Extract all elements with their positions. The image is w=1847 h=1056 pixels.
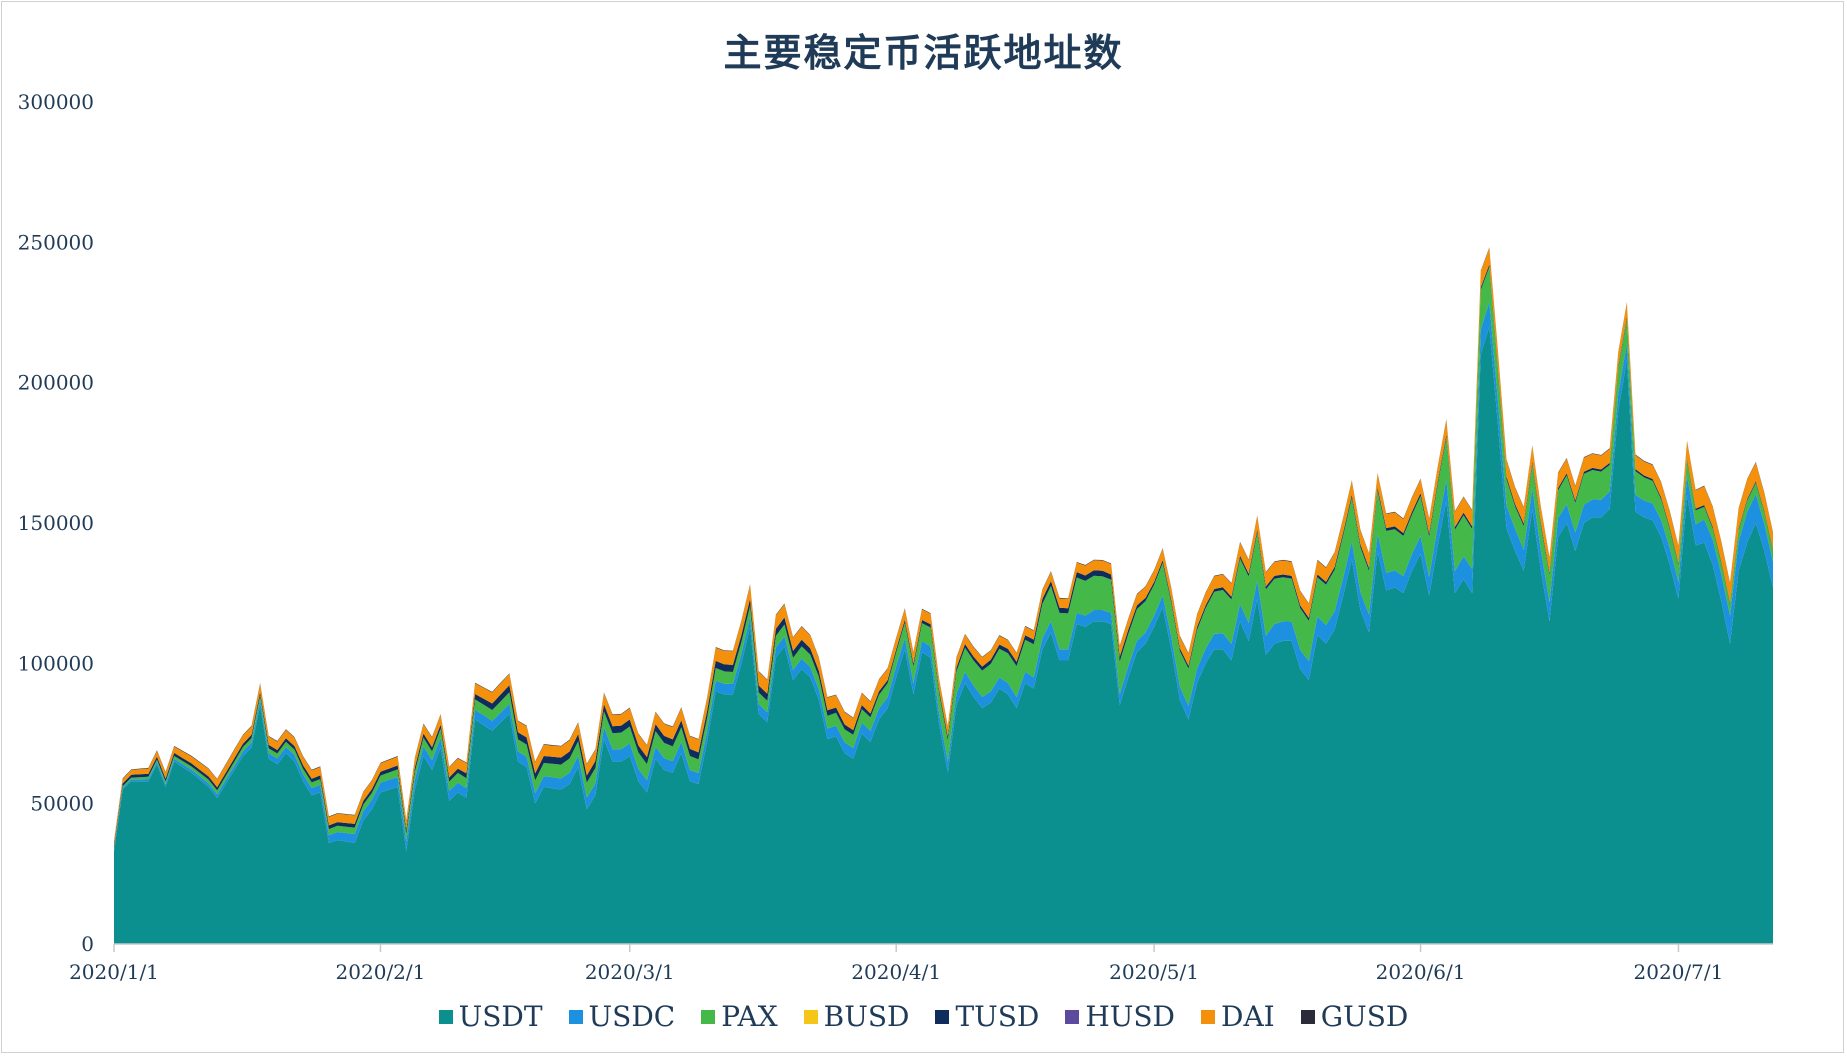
y-tick-label: 50000 (30, 792, 94, 816)
legend-item-pax: PAX (701, 1000, 778, 1033)
legend-item-husd: HUSD (1065, 1000, 1175, 1033)
legend-swatch (803, 1009, 818, 1024)
legend-label: USDT (458, 1000, 543, 1033)
legend-label: HUSD (1085, 1000, 1176, 1033)
legend-item-dai: DAI (1201, 1000, 1275, 1033)
legend-swatch (935, 1009, 950, 1024)
area-series-usdc (114, 302, 1773, 852)
y-tick-label: 200000 (18, 371, 94, 395)
legend-swatch (568, 1009, 583, 1024)
y-tick-label: 300000 (18, 90, 94, 114)
legend-swatch (1065, 1009, 1080, 1024)
y-tick-label: 250000 (18, 230, 94, 254)
legend-swatch (1201, 1009, 1216, 1024)
legend-label: BUSD (823, 1000, 910, 1033)
legend-item-tusd: TUSD (935, 1000, 1039, 1033)
legend-label: TUSD (955, 1000, 1040, 1033)
legend-label: USDC (588, 1000, 676, 1033)
legend-item-busd: BUSD (803, 1000, 910, 1033)
x-tick-label: 2020/4/1 (851, 960, 941, 984)
stacked-areas (114, 247, 1773, 944)
legend-item-gusd: GUSD (1300, 1000, 1409, 1033)
x-tick-label: 2020/3/1 (585, 960, 675, 984)
x-tick-label: 2020/5/1 (1109, 960, 1199, 984)
legend-swatch (701, 1009, 716, 1024)
legend-item-usdt: USDT (438, 1000, 543, 1033)
area-series-pax (114, 266, 1773, 850)
legend-swatch (1300, 1009, 1315, 1024)
y-axis: 0 50000 100000 150000 200000 250000 300000 (18, 90, 94, 956)
legend: USDT USDC PAX BUSD TUSD HUSD DAI GUSD (0, 1000, 1847, 1033)
legend-label: DAI (1221, 1000, 1275, 1033)
legend-label: GUSD (1320, 1000, 1409, 1033)
legend-item-usdc: USDC (568, 1000, 676, 1033)
x-tick-label: 2020/1/1 (69, 960, 159, 984)
legend-label: PAX (721, 1000, 778, 1033)
x-axis: 2020/1/1 2020/2/1 2020/3/1 2020/4/1 2020/5/1… (69, 943, 1773, 984)
y-tick-label: 100000 (18, 651, 94, 675)
chart-title: 主要稳定币活跃地址数 (723, 30, 1124, 75)
x-tick-label: 2020/2/1 (336, 960, 426, 984)
x-tick-label: 2020/6/1 (1376, 960, 1466, 984)
x-tick-label: 2020/7/1 (1634, 960, 1724, 984)
area-series-usdt (114, 326, 1773, 944)
y-tick-label: 150000 (18, 511, 94, 535)
legend-swatch (438, 1009, 453, 1024)
y-tick-label: 0 (81, 932, 94, 956)
